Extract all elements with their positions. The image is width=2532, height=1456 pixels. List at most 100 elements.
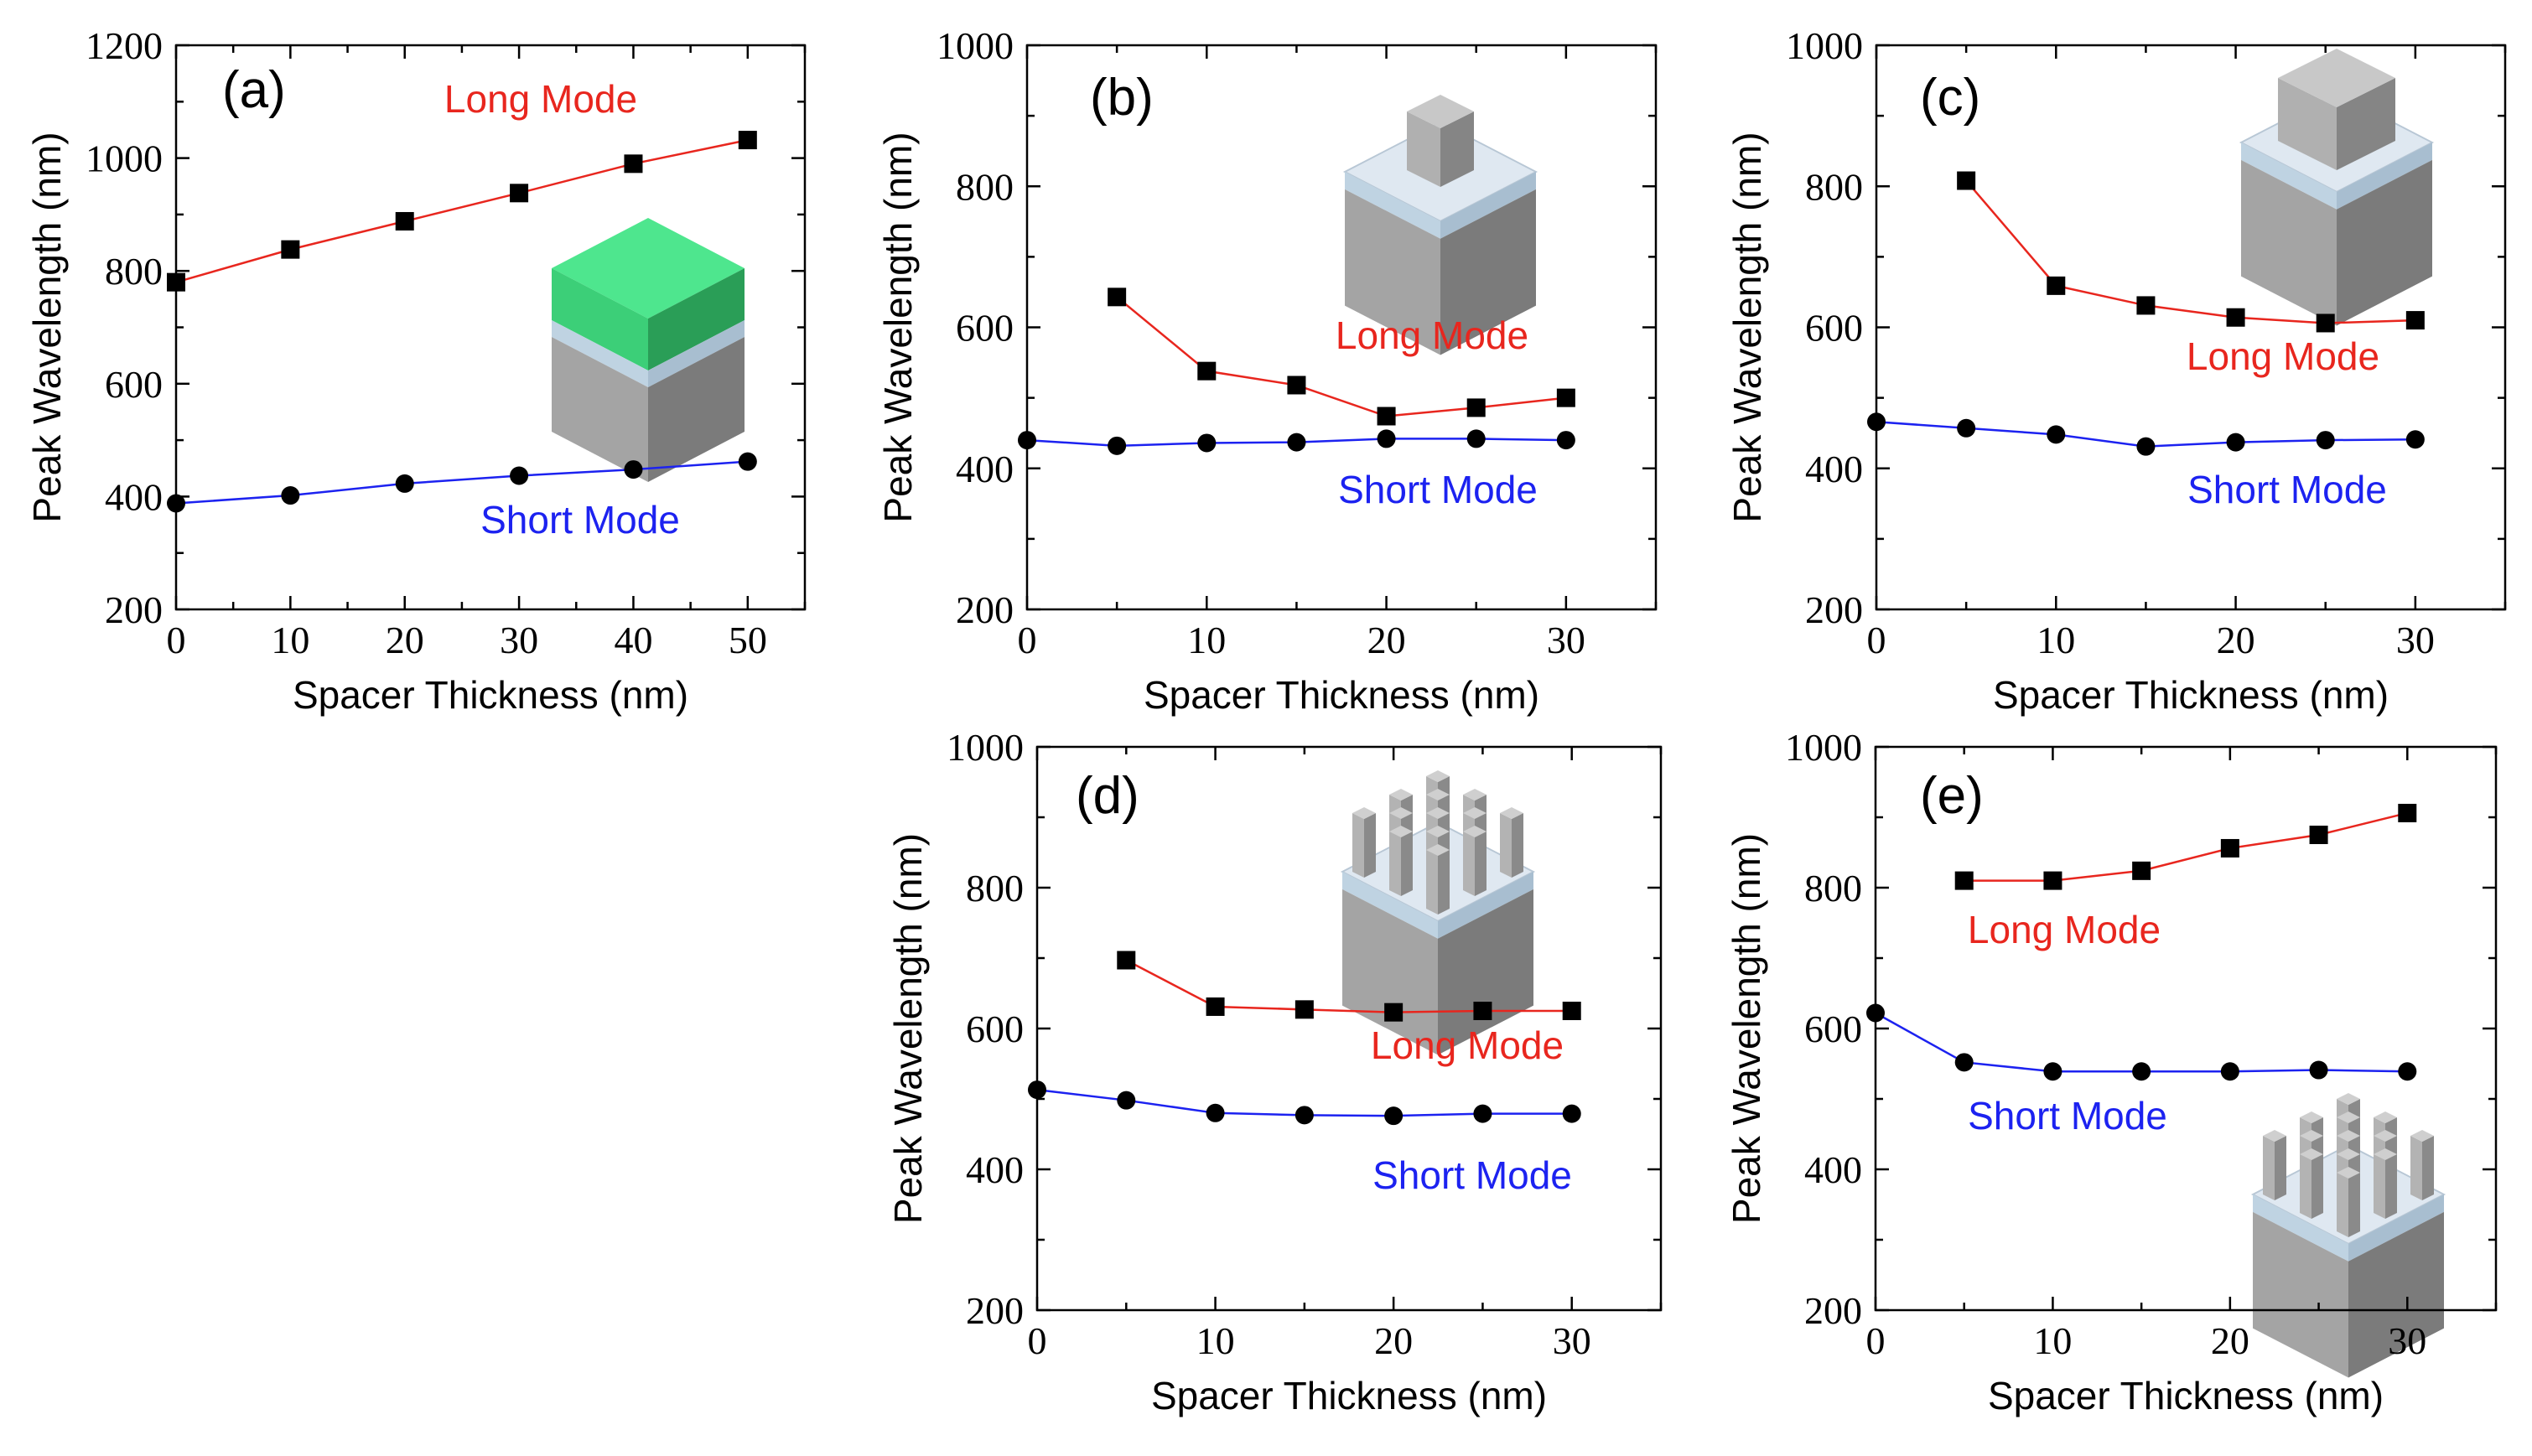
inset-pillar <box>1475 832 1487 896</box>
x-tick-label: 50 <box>729 619 767 661</box>
y-tick-label: 1000 <box>1786 24 1863 67</box>
inset-cube-right <box>1440 111 1474 187</box>
x-axis-label: Spacer Thickness (nm) <box>1151 1374 1547 1417</box>
long-mode-point <box>1954 871 1974 890</box>
short-mode-label: Short Mode <box>2187 468 2387 511</box>
y-tick-label: 400 <box>956 448 1014 490</box>
inset-pillar <box>2263 1136 2275 1200</box>
inset-right-face <box>648 268 745 370</box>
y-tick-label: 600 <box>1805 307 1863 350</box>
short-mode-point <box>510 466 529 485</box>
long-mode-line <box>1964 811 2408 882</box>
x-tick-label: 10 <box>1196 1319 1235 1362</box>
inset-pillar <box>2263 1130 2286 1142</box>
inset-pillar <box>2374 1130 2397 1142</box>
long-mode-point <box>395 211 414 231</box>
inset-pillar <box>2275 1136 2286 1200</box>
inset-pillar <box>1426 789 1450 801</box>
inset-pillar <box>2410 1130 2434 1142</box>
y-tick-label: 600 <box>1804 1008 1862 1050</box>
y-tick-label: 600 <box>105 363 163 406</box>
inset-pillar <box>2385 1154 2397 1219</box>
long-mode-point <box>624 154 643 174</box>
y-axis-label: Peak Wavelength (nm) <box>25 132 69 522</box>
short-mode-point <box>1866 1003 1885 1023</box>
y-tick-label: 1000 <box>947 726 1024 769</box>
inset-pillar <box>2348 1173 2360 1237</box>
long-mode-point <box>2226 308 2245 327</box>
short-mode-point <box>1384 1106 1403 1126</box>
inset-pillar <box>2337 1173 2348 1237</box>
long-mode-point <box>510 184 529 203</box>
y-tick-label: 1000 <box>86 137 163 180</box>
inset-cube-top <box>2278 49 2395 107</box>
inset-pillar <box>1463 826 1487 837</box>
long-mode-point <box>1556 388 1575 407</box>
short-mode-point <box>2405 430 2425 449</box>
inset-pillar <box>1389 826 1413 837</box>
long-mode-label: Long Mode <box>444 77 637 121</box>
long-mode-point <box>2043 871 2062 890</box>
inset-pillar <box>1426 844 1450 856</box>
inset-spacer-left <box>552 320 648 387</box>
short-mode-point <box>624 460 643 479</box>
x-tick-label: 30 <box>2396 619 2435 661</box>
short-mode-label: Short Mode <box>1338 468 1538 511</box>
short-mode-point <box>395 474 414 493</box>
y-tick-label: 800 <box>105 250 163 293</box>
inset-pillar <box>1463 832 1475 896</box>
y-tick-label: 200 <box>956 588 1014 631</box>
short-mode-point <box>1377 429 1396 448</box>
panel-label: (c) <box>1920 69 1980 127</box>
short-mode-point <box>1867 412 1886 432</box>
short-mode-line <box>175 460 748 505</box>
panel-label: (b) <box>1090 69 1154 127</box>
short-mode-point <box>1466 429 1486 448</box>
inset-pillar <box>2300 1148 2323 1160</box>
long-mode-line <box>175 138 749 283</box>
short-mode-point <box>2136 437 2156 456</box>
long-mode-point <box>167 272 185 292</box>
inset-pillar <box>2300 1130 2323 1142</box>
x-tick-label: 10 <box>271 619 309 661</box>
long-mode-point <box>1206 997 1225 1016</box>
y-tick-label: 200 <box>1804 1289 1862 1332</box>
x-tick-label: 0 <box>1866 1319 1886 1362</box>
short-mode-point <box>2132 1062 2151 1081</box>
inset-pillar <box>2422 1136 2434 1200</box>
long-mode-point <box>2220 838 2239 858</box>
y-tick-label: 800 <box>1805 165 1863 208</box>
inset-pillar <box>2337 1111 2360 1123</box>
inset-cube-right <box>2337 78 2395 170</box>
long-mode-point <box>1377 407 1396 426</box>
panel-label: (d) <box>1076 767 1139 825</box>
inset-schematic <box>2252 1093 2445 1379</box>
x-tick-label: 30 <box>2388 1319 2426 1362</box>
inset-pillar <box>2337 1148 2360 1160</box>
short-mode-point <box>2316 431 2335 450</box>
inset-pillar <box>2337 1093 2360 1105</box>
long-mode-point <box>1108 288 1127 307</box>
y-tick-label: 1200 <box>86 24 163 67</box>
short-mode-point <box>2220 1062 2239 1081</box>
long-mode-point <box>738 131 757 150</box>
inset-pillar <box>2374 1148 2397 1160</box>
inset-pillar <box>1500 813 1512 878</box>
y-tick-label: 800 <box>1804 867 1862 909</box>
short-mode-point <box>1206 1103 1225 1122</box>
long-mode-point <box>1957 171 1976 190</box>
x-tick-label: 0 <box>167 619 186 661</box>
short-mode-point <box>1556 431 1575 450</box>
inset-base-right <box>648 337 745 482</box>
inset-pillar <box>2311 1154 2323 1219</box>
short-mode-point <box>1117 1091 1136 1110</box>
inset-pillar <box>1426 850 1438 915</box>
long-mode-point <box>1287 376 1306 395</box>
y-tick-label: 200 <box>966 1289 1024 1332</box>
inset-schematic <box>552 218 745 482</box>
panel-label: (a) <box>222 61 286 119</box>
inset-schematic <box>1341 770 1534 1056</box>
y-tick-label: 1000 <box>937 24 1014 67</box>
inset-pillar <box>2337 1130 2360 1142</box>
long-mode-point <box>1562 1002 1581 1020</box>
